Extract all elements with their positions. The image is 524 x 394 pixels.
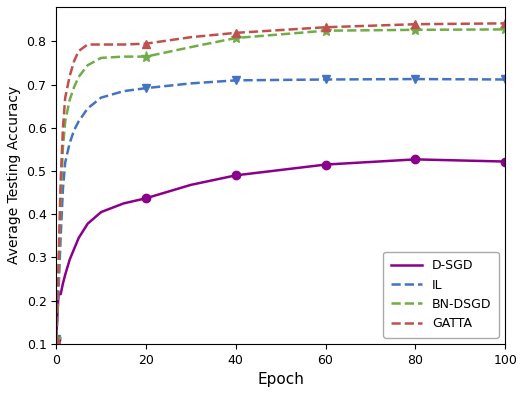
BN-DSGD: [322, 28, 329, 33]
IL: [322, 77, 329, 82]
BN-DSGD: [98, 56, 104, 60]
GATTA: [67, 74, 73, 78]
GATTA: [62, 95, 68, 100]
GATTA: [71, 59, 78, 63]
GATTA: [60, 126, 66, 130]
Y-axis label: Average Testing Accuracy: Average Testing Accuracy: [7, 86, 21, 264]
IL: [121, 89, 127, 93]
IL: [502, 77, 508, 82]
GATTA: [56, 264, 62, 268]
BN-DSGD: [143, 54, 149, 59]
X-axis label: Epoch: Epoch: [257, 372, 304, 387]
Legend: D-SGD, IL, BN-DSGD, GATTA: D-SGD, IL, BN-DSGD, GATTA: [383, 252, 499, 338]
GATTA: [322, 25, 329, 30]
IL: [58, 234, 64, 238]
IL: [84, 106, 91, 111]
D-SGD: [67, 257, 73, 262]
GATTA: [188, 35, 194, 39]
D-SGD: [53, 337, 59, 342]
BN-DSGD: [188, 45, 194, 50]
BN-DSGD: [53, 337, 59, 342]
GATTA: [233, 30, 239, 35]
BN-DSGD: [121, 54, 127, 59]
GATTA: [58, 177, 64, 182]
GATTA: [412, 22, 419, 26]
BN-DSGD: [84, 63, 91, 68]
IL: [56, 290, 62, 294]
IL: [75, 119, 82, 124]
IL: [71, 128, 78, 132]
IL: [60, 186, 66, 191]
D-SGD: [58, 292, 64, 296]
IL: [67, 141, 73, 145]
IL: [53, 337, 59, 342]
IL: [412, 77, 419, 82]
D-SGD: [75, 236, 82, 240]
BN-DSGD: [62, 119, 68, 124]
GATTA: [502, 21, 508, 26]
D-SGD: [84, 221, 91, 226]
GATTA: [84, 42, 91, 47]
IL: [143, 86, 149, 91]
D-SGD: [60, 281, 66, 286]
D-SGD: [121, 201, 127, 206]
BN-DSGD: [71, 84, 78, 89]
BN-DSGD: [67, 97, 73, 102]
GATTA: [143, 41, 149, 46]
D-SGD: [502, 159, 508, 164]
GATTA: [121, 42, 127, 47]
IL: [98, 95, 104, 100]
D-SGD: [71, 246, 78, 251]
D-SGD: [412, 157, 419, 162]
BN-DSGD: [60, 145, 66, 150]
Line: D-SGD: D-SGD: [56, 160, 505, 340]
IL: [62, 160, 68, 165]
BN-DSGD: [56, 275, 62, 279]
D-SGD: [56, 292, 62, 296]
D-SGD: [188, 182, 194, 187]
IL: [233, 78, 239, 83]
BN-DSGD: [412, 28, 419, 32]
D-SGD: [233, 173, 239, 178]
IL: [188, 81, 194, 86]
BN-DSGD: [58, 197, 64, 201]
GATTA: [98, 42, 104, 47]
Line: BN-DSGD: BN-DSGD: [56, 30, 505, 340]
BN-DSGD: [75, 74, 82, 79]
BN-DSGD: [502, 27, 508, 32]
GATTA: [75, 48, 82, 53]
Line: IL: IL: [56, 79, 505, 340]
Line: GATTA: GATTA: [56, 23, 505, 340]
GATTA: [53, 337, 59, 342]
D-SGD: [143, 196, 149, 201]
D-SGD: [98, 210, 104, 214]
D-SGD: [62, 272, 68, 277]
D-SGD: [322, 162, 329, 167]
BN-DSGD: [233, 36, 239, 41]
